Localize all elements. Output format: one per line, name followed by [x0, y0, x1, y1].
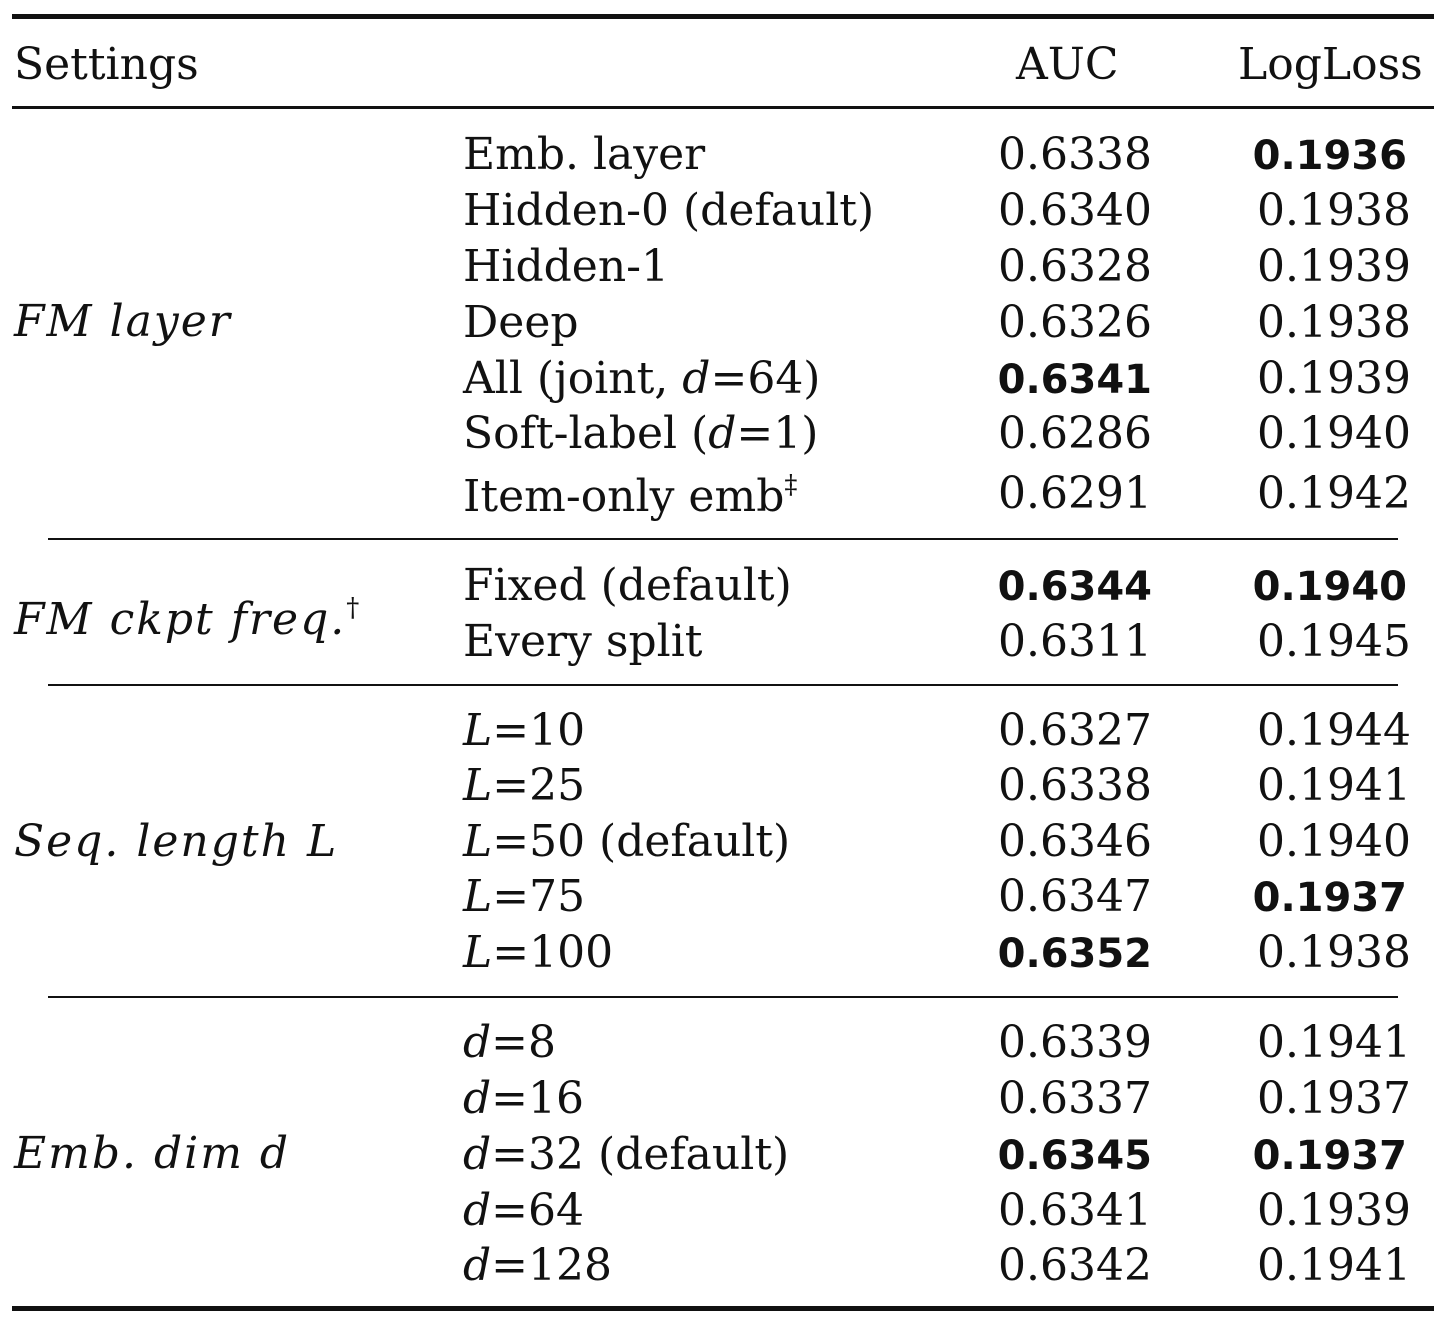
setting-cell: d=128 [463, 1240, 613, 1291]
group-label: Seq. length L [14, 820, 338, 864]
group-divider-2 [48, 684, 1398, 686]
auc-cell: 0.6340 [998, 185, 1152, 236]
setting-cell: Every split [463, 616, 703, 667]
auc-cell: 0.6286 [998, 408, 1152, 459]
group-label-text: Emb. dim d [14, 1128, 291, 1179]
math-variable: d [463, 1129, 492, 1180]
top-rule [12, 14, 1434, 19]
group-label: FM ckpt freq.† [14, 595, 361, 642]
setting-cell: Deep [463, 297, 579, 348]
header-settings: Settings [14, 39, 199, 90]
logloss-cell: 0.1945 [1257, 616, 1411, 667]
setting-cell: Soft-label (d=1) [463, 408, 819, 459]
logloss-cell: 0.1942 [1257, 468, 1411, 519]
setting-cell: L=10 [463, 705, 586, 756]
math-variable: d [463, 1240, 492, 1291]
auc-cell: 0.6346 [998, 816, 1152, 867]
logloss-cell: 0.1940 [1257, 816, 1411, 867]
logloss-cell: 0.1938 [1257, 927, 1411, 978]
logloss-cell: 0.1939 [1257, 1185, 1411, 1236]
math-variable: L [463, 705, 493, 756]
logloss-cell: 0.1936 [1252, 133, 1407, 179]
setting-cell: L=100 [463, 927, 614, 978]
group-label-text: Seq. length L [14, 816, 339, 867]
math-variable: L [463, 927, 493, 978]
group-label-text: FM layer [14, 296, 232, 347]
logloss-cell: 0.1940 [1257, 408, 1411, 459]
logloss-cell: 0.1939 [1257, 241, 1411, 292]
setting-cell: Fixed (default) [463, 560, 792, 611]
logloss-cell: 0.1940 [1252, 564, 1407, 610]
auc-cell: 0.6339 [998, 1017, 1152, 1068]
math-variable: d [708, 408, 737, 459]
bottom-rule [12, 1306, 1434, 1311]
logloss-cell: 0.1938 [1257, 185, 1411, 236]
math-variable: d [463, 1073, 492, 1124]
logloss-cell: 0.1941 [1257, 1017, 1411, 1068]
group-divider-1 [48, 538, 1398, 540]
math-variable: L [463, 760, 493, 811]
header-logloss: LogLoss [1238, 39, 1423, 90]
auc-cell: 0.6347 [998, 871, 1152, 922]
math-variable: L [463, 816, 493, 867]
setting-cell: d=64 [463, 1185, 585, 1236]
setting-cell: All (joint, d=64) [463, 353, 821, 404]
footnote-mark: ‡ [784, 470, 798, 500]
header-rule [12, 106, 1434, 109]
auc-cell: 0.6327 [998, 705, 1152, 756]
auc-cell: 0.6352 [997, 931, 1152, 977]
setting-cell: d=32 (default) [463, 1129, 790, 1180]
auc-cell: 0.6337 [998, 1073, 1152, 1124]
math-variable: L [463, 871, 493, 922]
header-auc: AUC [1016, 39, 1119, 90]
setting-cell: d=8 [463, 1017, 557, 1068]
group-label: Emb. dim d [14, 1132, 290, 1176]
auc-cell: 0.6341 [997, 357, 1152, 403]
logloss-cell: 0.1937 [1252, 875, 1407, 921]
setting-cell: L=75 [463, 871, 586, 922]
math-variable: d [463, 1185, 492, 1236]
math-variable: d [682, 353, 711, 404]
auc-cell: 0.6326 [998, 297, 1152, 348]
group-divider-3 [48, 996, 1398, 998]
logloss-cell: 0.1944 [1257, 705, 1411, 756]
auc-cell: 0.6338 [998, 760, 1152, 811]
logloss-cell: 0.1941 [1257, 1240, 1411, 1291]
math-variable: d [463, 1017, 492, 1068]
logloss-cell: 0.1937 [1257, 1073, 1411, 1124]
setting-cell: L=25 [463, 760, 586, 811]
auc-cell: 0.6338 [998, 129, 1152, 180]
setting-cell: L=50 (default) [463, 816, 791, 867]
auc-cell: 0.6342 [998, 1240, 1152, 1291]
setting-cell: Emb. layer [463, 129, 706, 180]
setting-cell: d=16 [463, 1073, 585, 1124]
auc-cell: 0.6341 [998, 1185, 1152, 1236]
auc-cell: 0.6345 [997, 1133, 1152, 1179]
setting-cell: Hidden-1 [463, 241, 670, 292]
setting-cell: Hidden-0 (default) [463, 185, 875, 236]
group-label-text: FM ckpt freq. [14, 594, 347, 645]
group-label: FM layer [14, 300, 232, 344]
footnote-mark: † [346, 593, 362, 623]
auc-cell: 0.6328 [998, 241, 1152, 292]
auc-cell: 0.6344 [997, 564, 1152, 610]
auc-cell: 0.6311 [998, 616, 1152, 667]
logloss-cell: 0.1941 [1257, 760, 1411, 811]
logloss-cell: 0.1938 [1257, 297, 1411, 348]
logloss-cell: 0.1937 [1252, 1133, 1407, 1179]
setting-cell: Item-only emb‡ [463, 470, 798, 522]
logloss-cell: 0.1939 [1257, 353, 1411, 404]
auc-cell: 0.6291 [998, 468, 1152, 519]
